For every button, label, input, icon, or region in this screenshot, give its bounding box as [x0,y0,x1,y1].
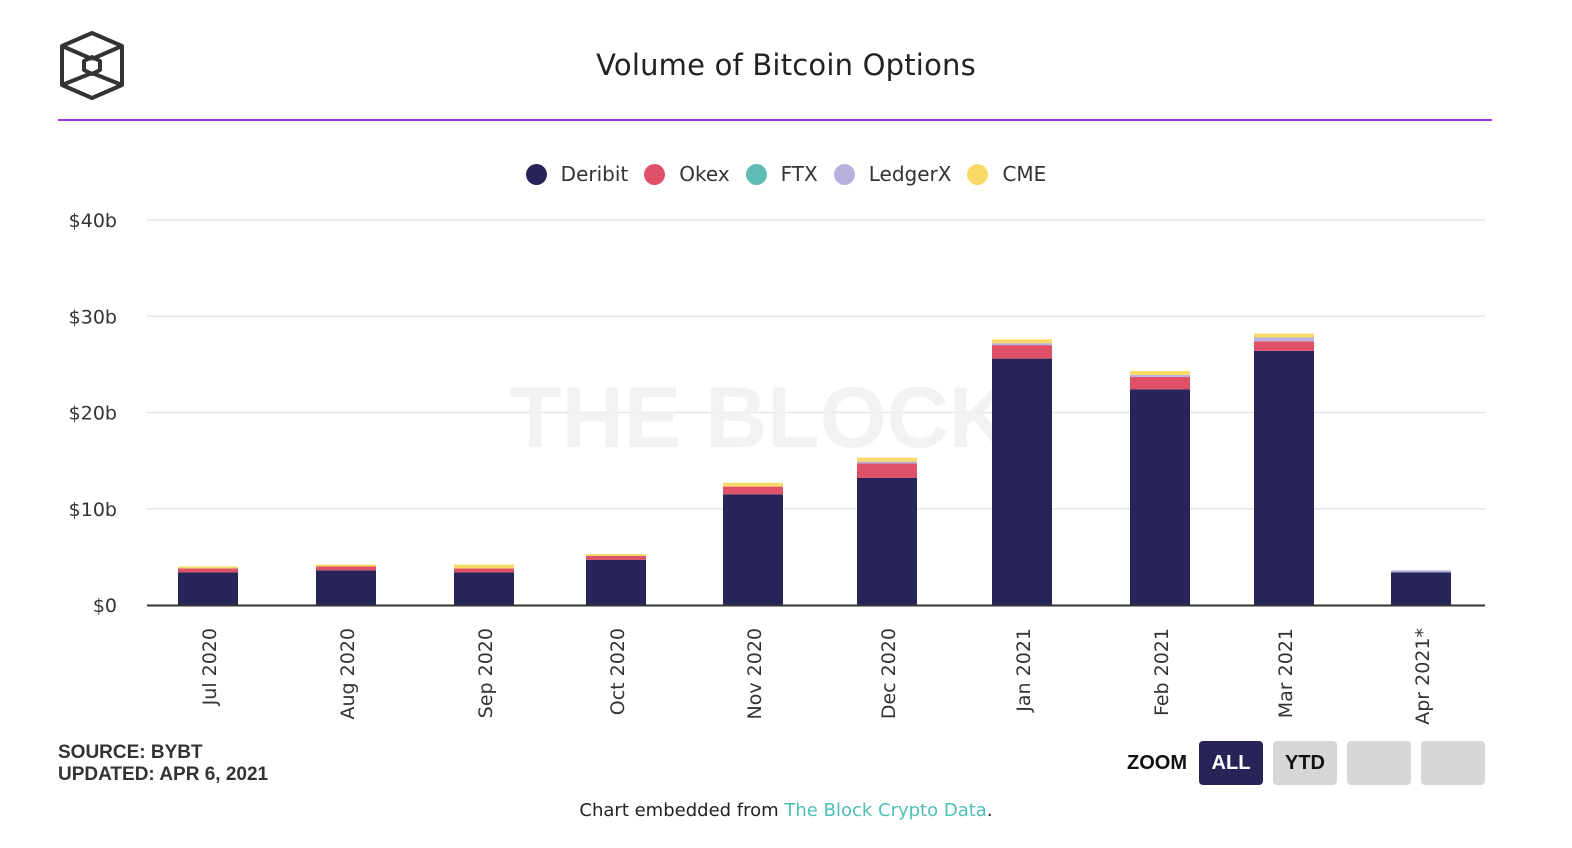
bar-segment-deribit[interactable] [992,358,1052,605]
legend-item-okex[interactable]: Okex [644,162,730,186]
bar-segment-ledgerx[interactable] [1254,337,1314,342]
y-axis-ticks: $0 $10b $20b $30b $40b [69,210,117,617]
y-tick-label: $10b [69,499,117,521]
the-block-data-link[interactable]: The Block Crypto Data [784,800,987,821]
bar-segment-deribit[interactable] [178,572,238,605]
chart-legend: Deribit Okex FTX LedgerX CME [0,162,1572,186]
source-label: SOURCE: BYBT [58,742,203,763]
legend-dot-icon [833,163,855,185]
bar-segment-deribit[interactable] [316,570,376,605]
bar-segment-cme[interactable] [1130,371,1190,375]
bar-segment-deribit[interactable] [857,477,917,605]
bar-segment-okex[interactable] [586,555,646,560]
bar-segment-deribit[interactable] [1391,572,1451,605]
zoom-all-button[interactable]: ALL [1199,741,1263,785]
embed-credit: Chart embedded from The Block Crypto Dat… [0,800,1572,821]
x-tick-label: Jan 2021 [1013,628,1035,713]
bar-segment-ledgerx[interactable] [992,343,1052,346]
bars [178,333,1451,605]
bar-segment-okex[interactable] [1254,341,1314,351]
x-tick-label: Jul 2020 [199,628,221,706]
x-tick-label: Apr 2021* [1412,628,1434,725]
embed-suffix: . [986,800,993,821]
source-info: SOURCE: BYBT UPDATED: APR 6, 2021 [58,742,268,786]
legend-label: CME [1002,162,1047,186]
x-tick-label: Mar 2021 [1275,628,1297,718]
bar-segment-deribit[interactable] [454,572,514,605]
x-tick-label: Sep 2020 [475,628,497,718]
legend-dot-icon [525,163,547,185]
x-tick-label: Oct 2020 [607,628,629,715]
y-tick-label: $30b [69,306,117,328]
bar-segment-cme[interactable] [723,482,783,487]
bar-segment-okex[interactable] [1130,376,1190,390]
zoom-empty-button-1[interactable] [1347,741,1411,785]
bar-segment-okex[interactable] [857,463,917,478]
bar-segment-ledgerx[interactable] [1391,570,1451,573]
legend-item-ledgerx[interactable]: LedgerX [833,162,952,186]
bar-segment-deribit[interactable] [1130,389,1190,605]
legend-item-cme[interactable]: CME [967,162,1046,186]
y-tick-label: $40b [69,210,117,232]
x-axis-ticks: Jul 2020 Aug 2020 Sep 2020 Oct 2020 Nov 2020… [199,628,1434,725]
bar-segment-cme[interactable] [857,457,917,462]
legend-dot-icon [967,163,989,185]
bar-segment-okex[interactable] [723,486,783,495]
bar-segment-okex[interactable] [992,345,1052,359]
watermark: THE BLOCK [509,370,1011,466]
legend-label: LedgerX [868,162,952,186]
bar-segment-okex[interactable] [454,568,514,573]
bar-segment-cme[interactable] [316,564,376,567]
bar-segment-cme[interactable] [454,564,514,569]
bar-segment-cme[interactable] [586,553,646,556]
x-tick-label: Feb 2021 [1151,628,1173,716]
x-tick-label: Dec 2020 [878,628,900,719]
bar-segment-deribit[interactable] [586,559,646,605]
zoom-ytd-button[interactable]: YTD [1273,741,1337,785]
the-block-cube-logo [60,31,124,100]
legend-label: Deribit [560,162,629,186]
legend-item-ftx[interactable]: FTX [745,162,818,186]
bar-segment-okex[interactable] [178,568,238,573]
bar-segment-okex[interactable] [316,566,376,571]
chart-title: Volume of Bitcoin Options [596,48,976,82]
embed-prefix: Chart embedded from [579,800,785,821]
zoom-label: ZOOM [1127,751,1187,774]
bar-segment-cme[interactable] [178,566,238,569]
bar-segment-ledgerx[interactable] [857,461,917,464]
zoom-controls: ZOOM ALL YTD [1127,741,1495,785]
y-tick-label: $0 [93,595,117,617]
bar-segment-cme[interactable] [1254,333,1314,338]
updated-label: UPDATED: APR 6, 2021 [58,764,269,785]
legend-dot-icon [644,163,666,185]
bar-segment-deribit[interactable] [723,494,783,605]
legend-label: Okex [679,162,730,186]
legend-item-deribit[interactable]: Deribit [525,162,629,186]
legend-dot-icon [745,163,767,185]
title-divider [58,119,1492,121]
bar-segment-ledgerx[interactable] [1130,374,1190,377]
bar-segment-cme[interactable] [992,339,1052,344]
x-tick-label: Aug 2020 [337,628,359,720]
zoom-empty-button-2[interactable] [1421,741,1485,785]
x-tick-label: Nov 2020 [744,628,766,719]
bar-segment-deribit[interactable] [1254,350,1314,605]
stacked-bar-chart: THE BLOCK $0 $10b $20b $30b $40b Jul 2020 Aug… [69,210,1485,725]
y-tick-label: $20b [69,403,117,425]
legend-label: FTX [780,162,818,186]
